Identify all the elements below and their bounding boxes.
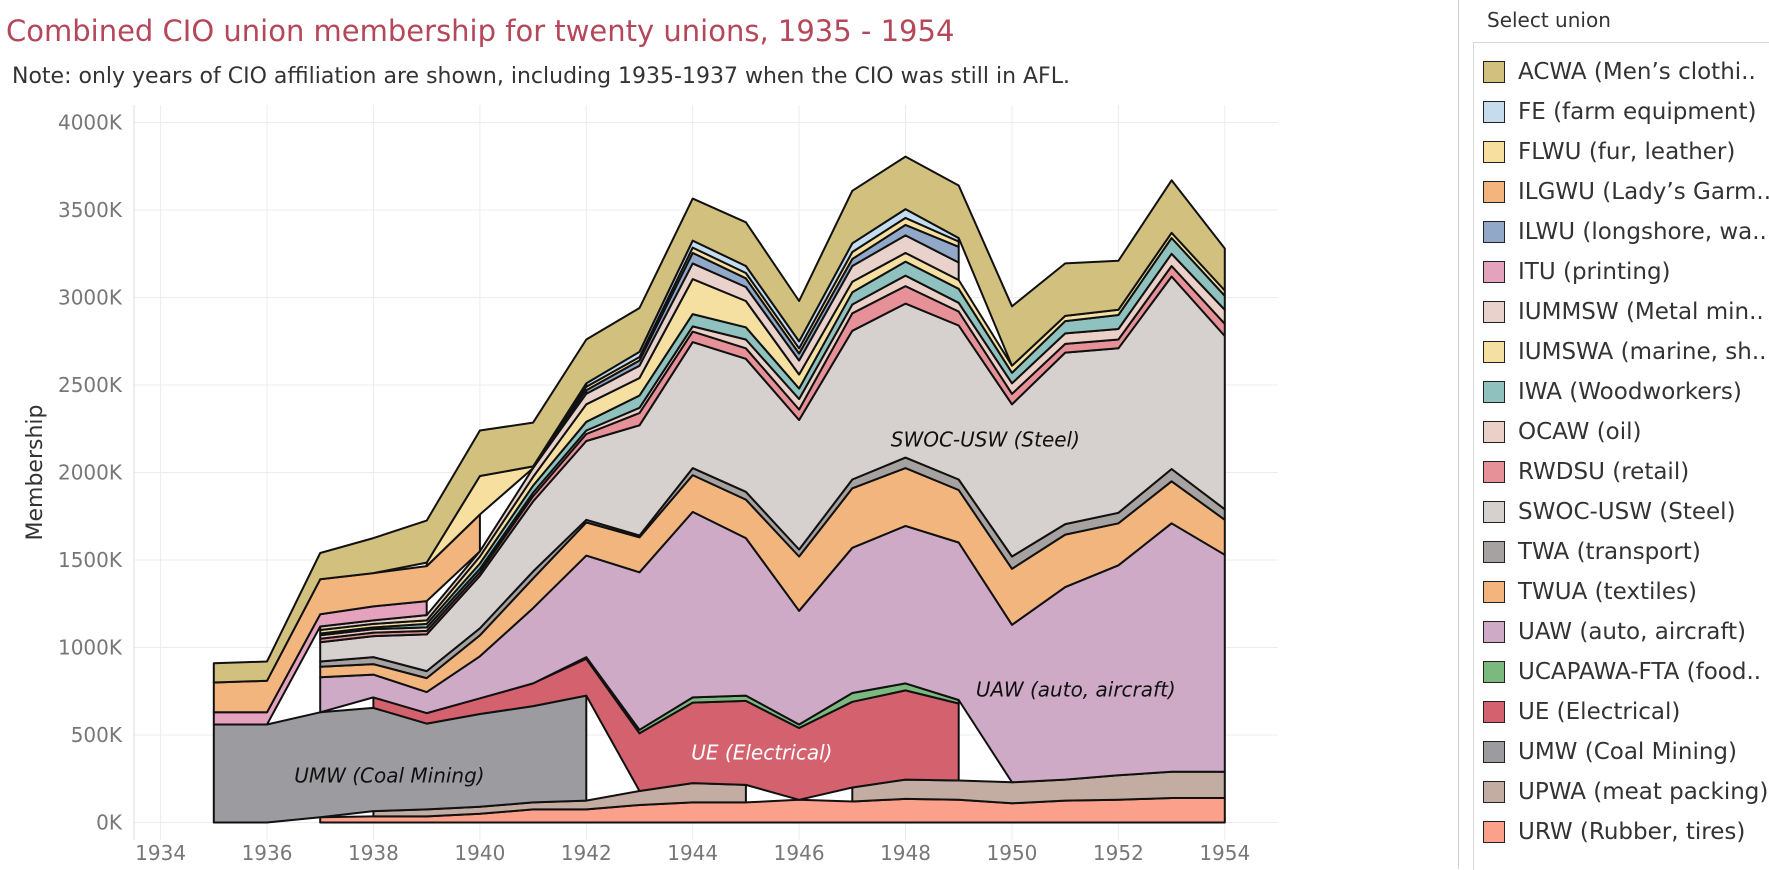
legend-swatch	[1483, 221, 1505, 243]
legend-swatch	[1483, 541, 1505, 563]
legend-item[interactable]: UMW (Coal Mining)	[1483, 732, 1769, 772]
legend-item[interactable]: FLWU (fur, leather)	[1483, 132, 1769, 172]
x-tick-label: 1942	[561, 841, 612, 865]
legend-swatch	[1483, 261, 1505, 283]
y-tick-label: 3500K	[58, 198, 123, 222]
legend-swatch	[1483, 181, 1505, 203]
x-tick-label: 1954	[1199, 841, 1250, 865]
filter-panel-title: Select union	[1487, 8, 1611, 32]
legend-swatch	[1483, 381, 1505, 403]
legend-swatch	[1483, 301, 1505, 323]
legend-label: FLWU (fur, leather)	[1518, 139, 1736, 165]
y-tick-label: 500K	[71, 723, 123, 747]
legend-item[interactable]: UAW (auto, aircraft)	[1483, 612, 1769, 652]
area-upwa	[851, 770, 1226, 805]
legend-list: ACWA (Men’s clothi.. FE (farm equipment) F…	[1483, 52, 1769, 852]
y-tick-label: 4000K	[58, 111, 123, 135]
stacked-area-chart: UMW (Coal Mining) UE (Electrical) UAW (aut…	[23, 105, 1278, 865]
x-tick-label: 1950	[987, 841, 1038, 865]
legend-label: UAW (auto, aircraft)	[1518, 619, 1747, 645]
legend-label: UE (Electrical)	[1518, 699, 1681, 725]
legend-item[interactable]: UCAPAWA-FTA (food..	[1483, 652, 1769, 692]
legend-label: ILWU (longshore, wa..	[1518, 219, 1767, 245]
legend-label: IUMMSW (Metal min..	[1518, 299, 1764, 325]
chart-title: Combined CIO union membership for twenty…	[6, 14, 955, 48]
legend-label: UMW (Coal Mining)	[1518, 739, 1737, 765]
legend-label: RWDSU (retail)	[1518, 459, 1690, 485]
x-tick-label: 1940	[454, 841, 505, 865]
legend-label: ILGWU (Lady’s Garm..	[1518, 179, 1769, 205]
x-tick-label: 1936	[242, 841, 293, 865]
y-tick-label: 2500K	[58, 373, 123, 397]
legend-label: ACWA (Men’s clothi..	[1518, 59, 1756, 85]
legend-item[interactable]: FE (farm equipment)	[1483, 92, 1769, 132]
legend-swatch	[1483, 781, 1505, 803]
y-tick-label: 3000K	[58, 286, 123, 310]
area-umw	[212, 694, 588, 824]
x-tick-label: 1948	[880, 841, 931, 865]
legend-item[interactable]: TWUA (textiles)	[1483, 572, 1769, 612]
legend-item[interactable]: URW (Rubber, tires)	[1483, 812, 1769, 852]
chart-note: Note: only years of CIO affiliation are …	[12, 64, 1070, 89]
legend-item[interactable]: IUMMSW (Metal min..	[1483, 292, 1769, 332]
y-tick-label: 2000K	[58, 461, 123, 485]
x-tick-label: 1952	[1093, 841, 1144, 865]
legend-item[interactable]: IWA (Woodworkers)	[1483, 372, 1769, 412]
legend-item[interactable]: ACWA (Men’s clothi..	[1483, 52, 1769, 92]
legend-item[interactable]: UPWA (meat packing)	[1483, 772, 1769, 812]
legend-item[interactable]: ILGWU (Lady’s Garm..	[1483, 172, 1769, 212]
legend-item[interactable]: IUMSWA (marine, sh..	[1483, 332, 1769, 372]
legend-item[interactable]: ITU (printing)	[1483, 252, 1769, 292]
series-annotation: SWOC-USW (Steel)	[891, 427, 1080, 451]
legend-box	[1473, 42, 1769, 870]
legend-swatch	[1483, 821, 1505, 843]
legend-label: UPWA (meat packing)	[1518, 779, 1769, 805]
y-tick-label: 0K	[96, 811, 123, 835]
legend-swatch	[1483, 581, 1505, 603]
series-annotation: UE (Electrical)	[691, 741, 832, 765]
y-tick-label: 1500K	[58, 548, 123, 572]
legend-label: TWUA (textiles)	[1518, 579, 1697, 605]
legend-item[interactable]: SWOC-USW (Steel)	[1483, 492, 1769, 532]
legend-label: TWA (transport)	[1518, 539, 1701, 565]
legend-swatch	[1483, 341, 1505, 363]
legend-swatch	[1483, 741, 1505, 763]
x-tick-label: 1938	[348, 841, 399, 865]
legend-swatch	[1483, 701, 1505, 723]
legend-label: FE (farm equipment)	[1518, 99, 1757, 125]
series-annotation: UAW (auto, aircraft)	[976, 678, 1176, 702]
legend-swatch	[1483, 461, 1505, 483]
legend-swatch	[1483, 621, 1505, 643]
legend-label: UCAPAWA-FTA (food..	[1518, 659, 1762, 685]
legend-item[interactable]: OCAW (oil)	[1483, 412, 1769, 452]
legend-label: SWOC-USW (Steel)	[1518, 499, 1736, 525]
x-tick-label: 1944	[667, 841, 718, 865]
legend-item[interactable]: RWDSU (retail)	[1483, 452, 1769, 492]
filter-panel: Select union ACWA (Men’s clothi.. FE (far…	[1458, 0, 1769, 870]
legend-swatch	[1483, 141, 1505, 163]
legend-item[interactable]: UE (Electrical)	[1483, 692, 1769, 732]
legend-swatch	[1483, 661, 1505, 683]
legend-item[interactable]: TWA (transport)	[1483, 532, 1769, 572]
area-acwa	[212, 155, 1226, 684]
legend-swatch	[1483, 101, 1505, 123]
x-tick-label: 1946	[774, 841, 825, 865]
legend-label: OCAW (oil)	[1518, 419, 1642, 445]
legend-swatch	[1483, 61, 1505, 83]
legend-item[interactable]: ILWU (longshore, wa..	[1483, 212, 1769, 252]
legend-swatch	[1483, 421, 1505, 443]
y-axis-label: Membership	[23, 405, 48, 541]
legend-label: ITU (printing)	[1518, 259, 1671, 285]
x-tick-label: 1934	[135, 841, 186, 865]
series-annotation: UMW (Coal Mining)	[294, 763, 484, 787]
legend-label: IUMSWA (marine, sh..	[1518, 339, 1767, 365]
legend-label: IWA (Woodworkers)	[1518, 379, 1742, 405]
legend-swatch	[1483, 501, 1505, 523]
y-tick-label: 1000K	[58, 636, 123, 660]
legend-label: URW (Rubber, tires)	[1518, 819, 1746, 845]
